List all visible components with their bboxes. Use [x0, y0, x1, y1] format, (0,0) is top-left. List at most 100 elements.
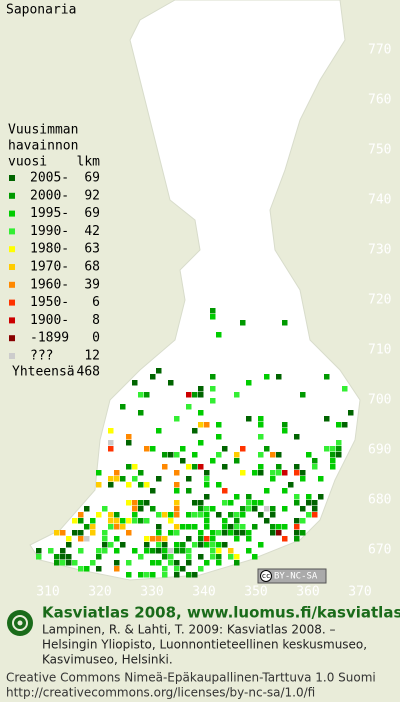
occurrence-square [114, 548, 120, 554]
occurrence-square [186, 476, 192, 482]
legend-label: 1950- [30, 295, 69, 310]
occurrence-square [114, 560, 120, 566]
occurrence-square [216, 332, 222, 338]
occurrence-square [318, 494, 324, 500]
badge-icon [260, 570, 272, 582]
occurrence-square [240, 530, 246, 536]
legend-column: lkm [77, 155, 101, 170]
occurrence-square [192, 572, 198, 578]
badge-box [257, 568, 327, 584]
occurrence-square [306, 494, 312, 500]
occurrence-square [120, 404, 126, 410]
occurrence-square [186, 548, 192, 554]
occurrence-square [96, 548, 102, 554]
occurrence-square [168, 548, 174, 554]
occurrence-square [240, 320, 246, 326]
occurrence-square [156, 428, 162, 434]
occurrence-square [78, 566, 84, 572]
occurrence-square [114, 476, 120, 482]
occurrence-square [312, 506, 318, 512]
legend-label: 1990- [30, 224, 69, 239]
occurrence-square [144, 542, 150, 548]
occurrence-square [234, 560, 240, 566]
finland-outline [29, 0, 361, 581]
occurrence-square [198, 536, 204, 542]
occurrence-square [276, 470, 282, 476]
occurrence-square [210, 374, 216, 380]
occurrence-square [84, 506, 90, 512]
occurrence-square [216, 560, 222, 566]
citation: Helsingin Yliopisto, Luonnontieteellinen… [42, 638, 367, 652]
occurrence-square [342, 422, 348, 428]
occurrence-square [102, 536, 108, 542]
occurrence-square [258, 452, 264, 458]
occurrence-square [168, 518, 174, 524]
occurrence-square [222, 500, 228, 506]
occurrence-square [258, 422, 264, 428]
occurrence-square [96, 554, 102, 560]
occurrence-square [270, 530, 276, 536]
occurrence-square [156, 548, 162, 554]
occurrence-square [186, 488, 192, 494]
legend-swatch [9, 246, 15, 253]
occurrence-square [330, 446, 336, 452]
legend-label: 1900- [30, 313, 69, 328]
occurrence-square [204, 494, 210, 500]
occurrence-square [198, 530, 204, 536]
badge-icon-text: cc [262, 572, 270, 580]
occurrence-square [348, 410, 354, 416]
occurrence-square [234, 536, 240, 542]
occurrence-square [108, 446, 114, 452]
occurrence-square [60, 548, 66, 554]
occurrence-square [156, 524, 162, 530]
occurrence-square [210, 386, 216, 392]
occurrence-square [264, 506, 270, 512]
occurrence-square [138, 518, 144, 524]
occurrence-square [222, 524, 228, 530]
legend-label: -1899 [30, 331, 69, 346]
occurrence-square [216, 434, 222, 440]
occurrence-square [150, 488, 156, 494]
occurrence-square [72, 560, 78, 566]
occurrence-square [156, 536, 162, 542]
occurrence-square [132, 512, 138, 518]
occurrence-square [294, 536, 300, 542]
badge-text: BY-NC-SA [274, 572, 318, 582]
occurrence-square [324, 416, 330, 422]
legend-heading: Vuusimman [8, 123, 78, 138]
occurrence-square [234, 452, 240, 458]
occurrence-square [270, 524, 276, 530]
occurrence-square [258, 500, 264, 506]
occurrence-square [222, 464, 228, 470]
occurrence-square [144, 482, 150, 488]
occurrence-square [228, 548, 234, 554]
occurrence-square [168, 560, 174, 566]
occurrence-square [336, 440, 342, 446]
occurrence-square [258, 434, 264, 440]
occurrence-square [198, 554, 204, 560]
occurrence-square [198, 512, 204, 518]
occurrence-square [102, 542, 108, 548]
occurrence-square [336, 446, 342, 452]
occurrence-square [282, 524, 288, 530]
legend-count: 0 [92, 331, 100, 346]
occurrence-square [186, 392, 192, 398]
occurrence-square [78, 548, 84, 554]
occurrence-square [84, 536, 90, 542]
occurrence-square [174, 500, 180, 506]
occurrence-square [114, 536, 120, 542]
occurrence-square [174, 452, 180, 458]
occurrence-square [96, 470, 102, 476]
occurrence-square [138, 482, 144, 488]
occurrence-square [126, 530, 132, 536]
occurrence-square [192, 512, 198, 518]
legend-count: 6 [92, 295, 100, 310]
occurrence-square [270, 506, 276, 512]
occurrence-square [108, 440, 114, 446]
occurrence-square [150, 536, 156, 542]
occurrence-square [186, 536, 192, 542]
occurrence-square [162, 512, 168, 518]
occurrence-square [228, 512, 234, 518]
occurrence-square [114, 518, 120, 524]
grid-x-label: 330 [140, 585, 163, 600]
